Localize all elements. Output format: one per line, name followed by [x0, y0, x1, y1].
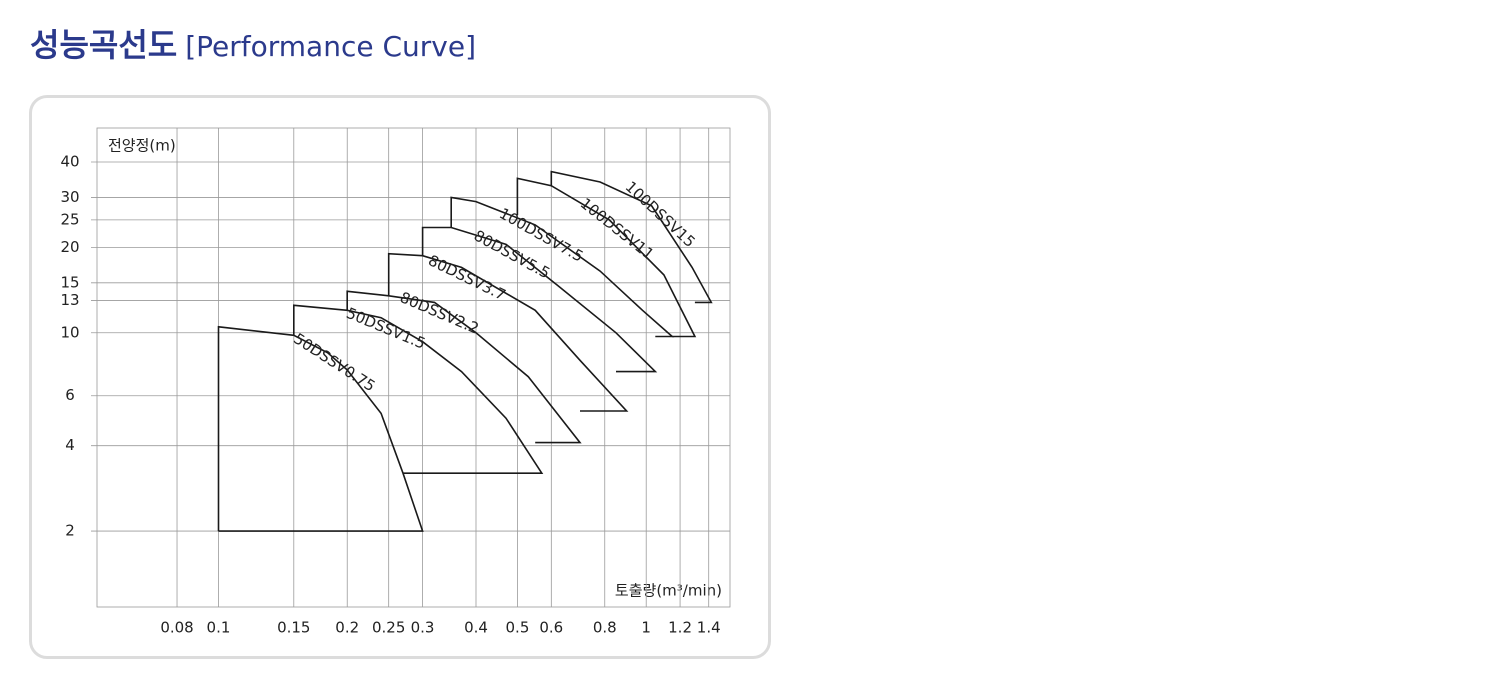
x-tick-label: 0.08 — [160, 619, 193, 637]
plot-frame — [96, 127, 731, 608]
x-tick-label: 1.4 — [697, 619, 721, 637]
y-axis-title: 전양정(m) — [108, 137, 176, 155]
title-korean: 성능곡선도 — [30, 26, 178, 64]
performance-region — [516, 177, 697, 338]
y-tick-label: 6 — [65, 386, 75, 404]
region-label: 80DSSV3.7 — [425, 251, 508, 304]
performance-region — [292, 304, 544, 475]
performance-region — [450, 196, 675, 338]
y-tick-label: 30 — [60, 188, 79, 206]
x-axis-title: 토출량(m³/min) — [615, 582, 722, 600]
region-label: 50DSSV0.75 — [290, 330, 378, 396]
x-tick-label: 1.2 — [668, 619, 692, 637]
x-tick-label: 0.6 — [539, 619, 563, 637]
y-tick-label: 25 — [60, 210, 79, 228]
title-english: [Performance Curve] — [185, 30, 476, 63]
x-tick-label: 0.1 — [207, 619, 231, 637]
x-tick-label: 0.15 — [277, 619, 310, 637]
performance-region — [550, 170, 713, 304]
y-tick-label: 4 — [65, 436, 75, 454]
x-tick-label: 0.25 — [372, 619, 405, 637]
page-title: 성능곡선도 [Performance Curve] — [30, 20, 476, 66]
performance-region — [387, 252, 629, 412]
performance-region — [217, 325, 424, 532]
x-tick-label: 0.2 — [335, 619, 359, 637]
x-tick-label: 0.5 — [506, 619, 530, 637]
x-tick-label: 0.3 — [411, 619, 435, 637]
y-tick-label: 10 — [60, 323, 79, 341]
performance-region — [346, 290, 582, 444]
x-tick-label: 0.8 — [593, 619, 617, 637]
y-tick-label: 20 — [60, 238, 79, 256]
y-tick-label: 13 — [60, 291, 79, 309]
y-tick-label: 15 — [60, 273, 79, 291]
performance-region — [421, 226, 658, 373]
chart-box — [29, 95, 771, 659]
x-tick-label: 1 — [641, 619, 651, 637]
y-tick-label: 2 — [65, 522, 75, 540]
y-tick-label: 40 — [60, 152, 79, 170]
x-tick-label: 0.4 — [464, 619, 488, 637]
